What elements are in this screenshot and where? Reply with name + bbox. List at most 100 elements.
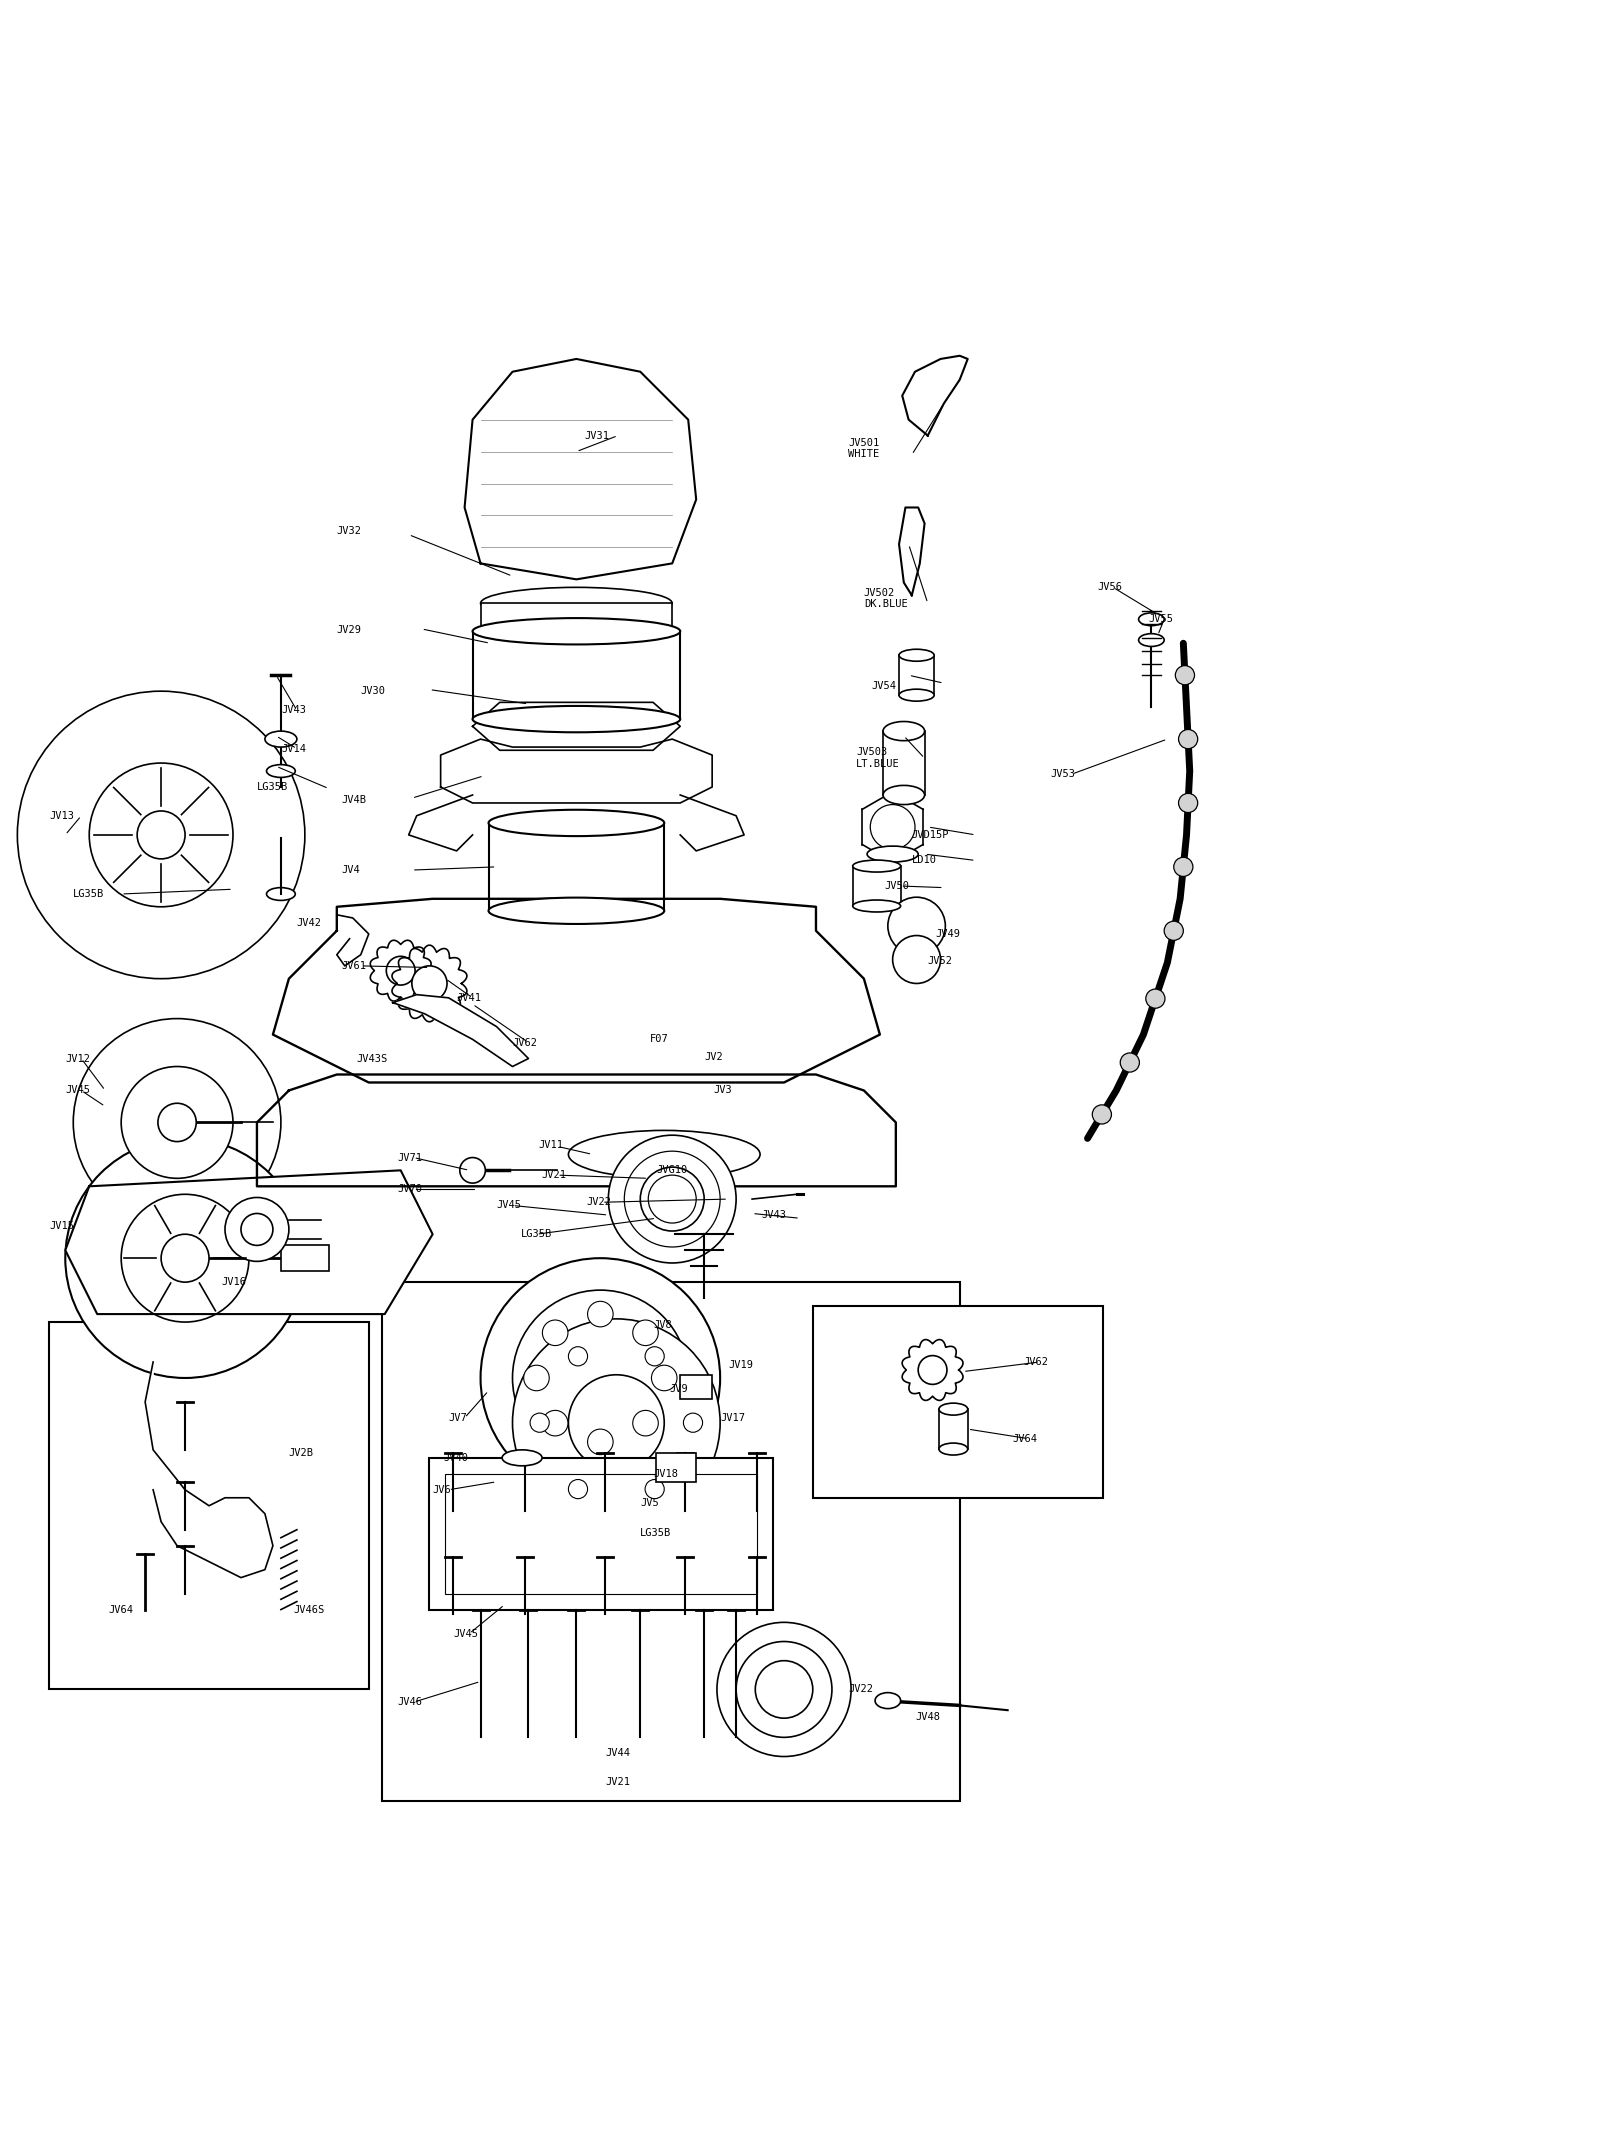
Bar	[656, 1453, 696, 1483]
Ellipse shape	[488, 898, 664, 924]
Text: JV22: JV22	[586, 1197, 611, 1208]
Text: JV2: JV2	[704, 1051, 723, 1062]
FancyBboxPatch shape	[939, 1410, 968, 1448]
Circle shape	[587, 1429, 613, 1455]
Circle shape	[645, 1347, 664, 1367]
Circle shape	[640, 1167, 704, 1231]
Ellipse shape	[488, 810, 664, 836]
Ellipse shape	[875, 1693, 901, 1708]
Text: JV54: JV54	[872, 681, 898, 692]
Circle shape	[736, 1642, 832, 1736]
Text: JV9: JV9	[669, 1384, 688, 1395]
Ellipse shape	[472, 619, 680, 645]
Bar	[282, 1246, 330, 1270]
Ellipse shape	[1139, 634, 1165, 647]
Text: JV19: JV19	[728, 1360, 754, 1371]
FancyBboxPatch shape	[472, 632, 680, 720]
Polygon shape	[258, 1074, 896, 1186]
Circle shape	[651, 1365, 677, 1390]
Circle shape	[918, 1356, 947, 1384]
Circle shape	[90, 763, 234, 907]
Ellipse shape	[853, 860, 901, 872]
Text: JV29: JV29	[338, 625, 362, 636]
Ellipse shape	[867, 847, 918, 862]
Circle shape	[512, 1289, 688, 1466]
Text: JV15: JV15	[50, 1221, 74, 1231]
FancyBboxPatch shape	[883, 731, 925, 795]
Circle shape	[683, 1414, 702, 1431]
Circle shape	[530, 1414, 549, 1431]
Circle shape	[242, 1214, 274, 1246]
Circle shape	[608, 1135, 736, 1264]
Bar	[429, 1457, 773, 1610]
Ellipse shape	[899, 649, 934, 662]
Text: JV13: JV13	[50, 810, 74, 821]
Text: JV4: JV4	[341, 866, 360, 875]
Circle shape	[1165, 922, 1184, 941]
Circle shape	[568, 1375, 664, 1470]
Circle shape	[870, 804, 915, 849]
Text: JV40: JV40	[443, 1453, 469, 1463]
Text: JV21: JV21	[605, 1777, 630, 1788]
Circle shape	[888, 898, 946, 954]
Circle shape	[138, 810, 186, 860]
Text: JV7: JV7	[448, 1412, 467, 1423]
Text: JV2B: JV2B	[290, 1448, 314, 1457]
Text: JV32: JV32	[338, 527, 362, 537]
Ellipse shape	[939, 1444, 968, 1455]
Circle shape	[568, 1479, 587, 1498]
Text: JV30: JV30	[360, 686, 386, 696]
Polygon shape	[392, 995, 528, 1066]
Polygon shape	[146, 1362, 274, 1577]
Ellipse shape	[568, 1130, 760, 1178]
Text: JV53: JV53	[1051, 769, 1075, 780]
Circle shape	[411, 965, 446, 1001]
Ellipse shape	[883, 784, 925, 804]
Bar	[445, 1474, 757, 1595]
Bar	[381, 1283, 960, 1801]
Circle shape	[645, 1479, 664, 1498]
Polygon shape	[464, 359, 696, 580]
Circle shape	[122, 1195, 250, 1322]
Circle shape	[480, 1257, 720, 1498]
Circle shape	[162, 1234, 210, 1283]
Text: F07: F07	[650, 1034, 669, 1044]
Circle shape	[386, 956, 414, 984]
Text: JV17: JV17	[720, 1412, 746, 1423]
Text: JVD15P: JVD15P	[912, 830, 949, 840]
Text: JV64: JV64	[109, 1605, 133, 1614]
Circle shape	[459, 1158, 485, 1184]
Text: JV4B: JV4B	[341, 795, 366, 804]
Circle shape	[1179, 793, 1198, 812]
Circle shape	[512, 1319, 720, 1526]
Circle shape	[523, 1365, 549, 1390]
Text: JV62: JV62	[1024, 1356, 1048, 1367]
Ellipse shape	[939, 1403, 968, 1414]
Text: JV8: JV8	[653, 1319, 672, 1330]
Circle shape	[542, 1410, 568, 1436]
Text: JV43: JV43	[762, 1210, 787, 1221]
Text: JV18: JV18	[653, 1468, 678, 1479]
Text: JV503
LT.BLUE: JV503 LT.BLUE	[856, 748, 899, 769]
Circle shape	[1174, 857, 1194, 877]
Circle shape	[158, 1102, 197, 1141]
Ellipse shape	[853, 900, 901, 911]
Text: JV5: JV5	[640, 1498, 659, 1509]
Circle shape	[1120, 1053, 1139, 1072]
Text: JV16: JV16	[222, 1277, 246, 1287]
Text: JV21: JV21	[541, 1169, 566, 1180]
Text: JV6: JV6	[432, 1485, 451, 1496]
Text: JV52: JV52	[928, 956, 952, 967]
Circle shape	[66, 1139, 306, 1378]
Circle shape	[542, 1319, 568, 1345]
Circle shape	[632, 1410, 658, 1436]
Text: JV3: JV3	[714, 1085, 733, 1096]
Text: LG35B: LG35B	[74, 890, 104, 898]
Circle shape	[1093, 1105, 1112, 1124]
Text: JV46: JV46	[397, 1698, 422, 1706]
Bar	[50, 1322, 368, 1689]
Ellipse shape	[267, 765, 296, 778]
Text: JV50: JV50	[885, 881, 910, 892]
Text: JV502
DK.BLUE: JV502 DK.BLUE	[864, 587, 907, 610]
Text: JV31: JV31	[584, 430, 610, 441]
